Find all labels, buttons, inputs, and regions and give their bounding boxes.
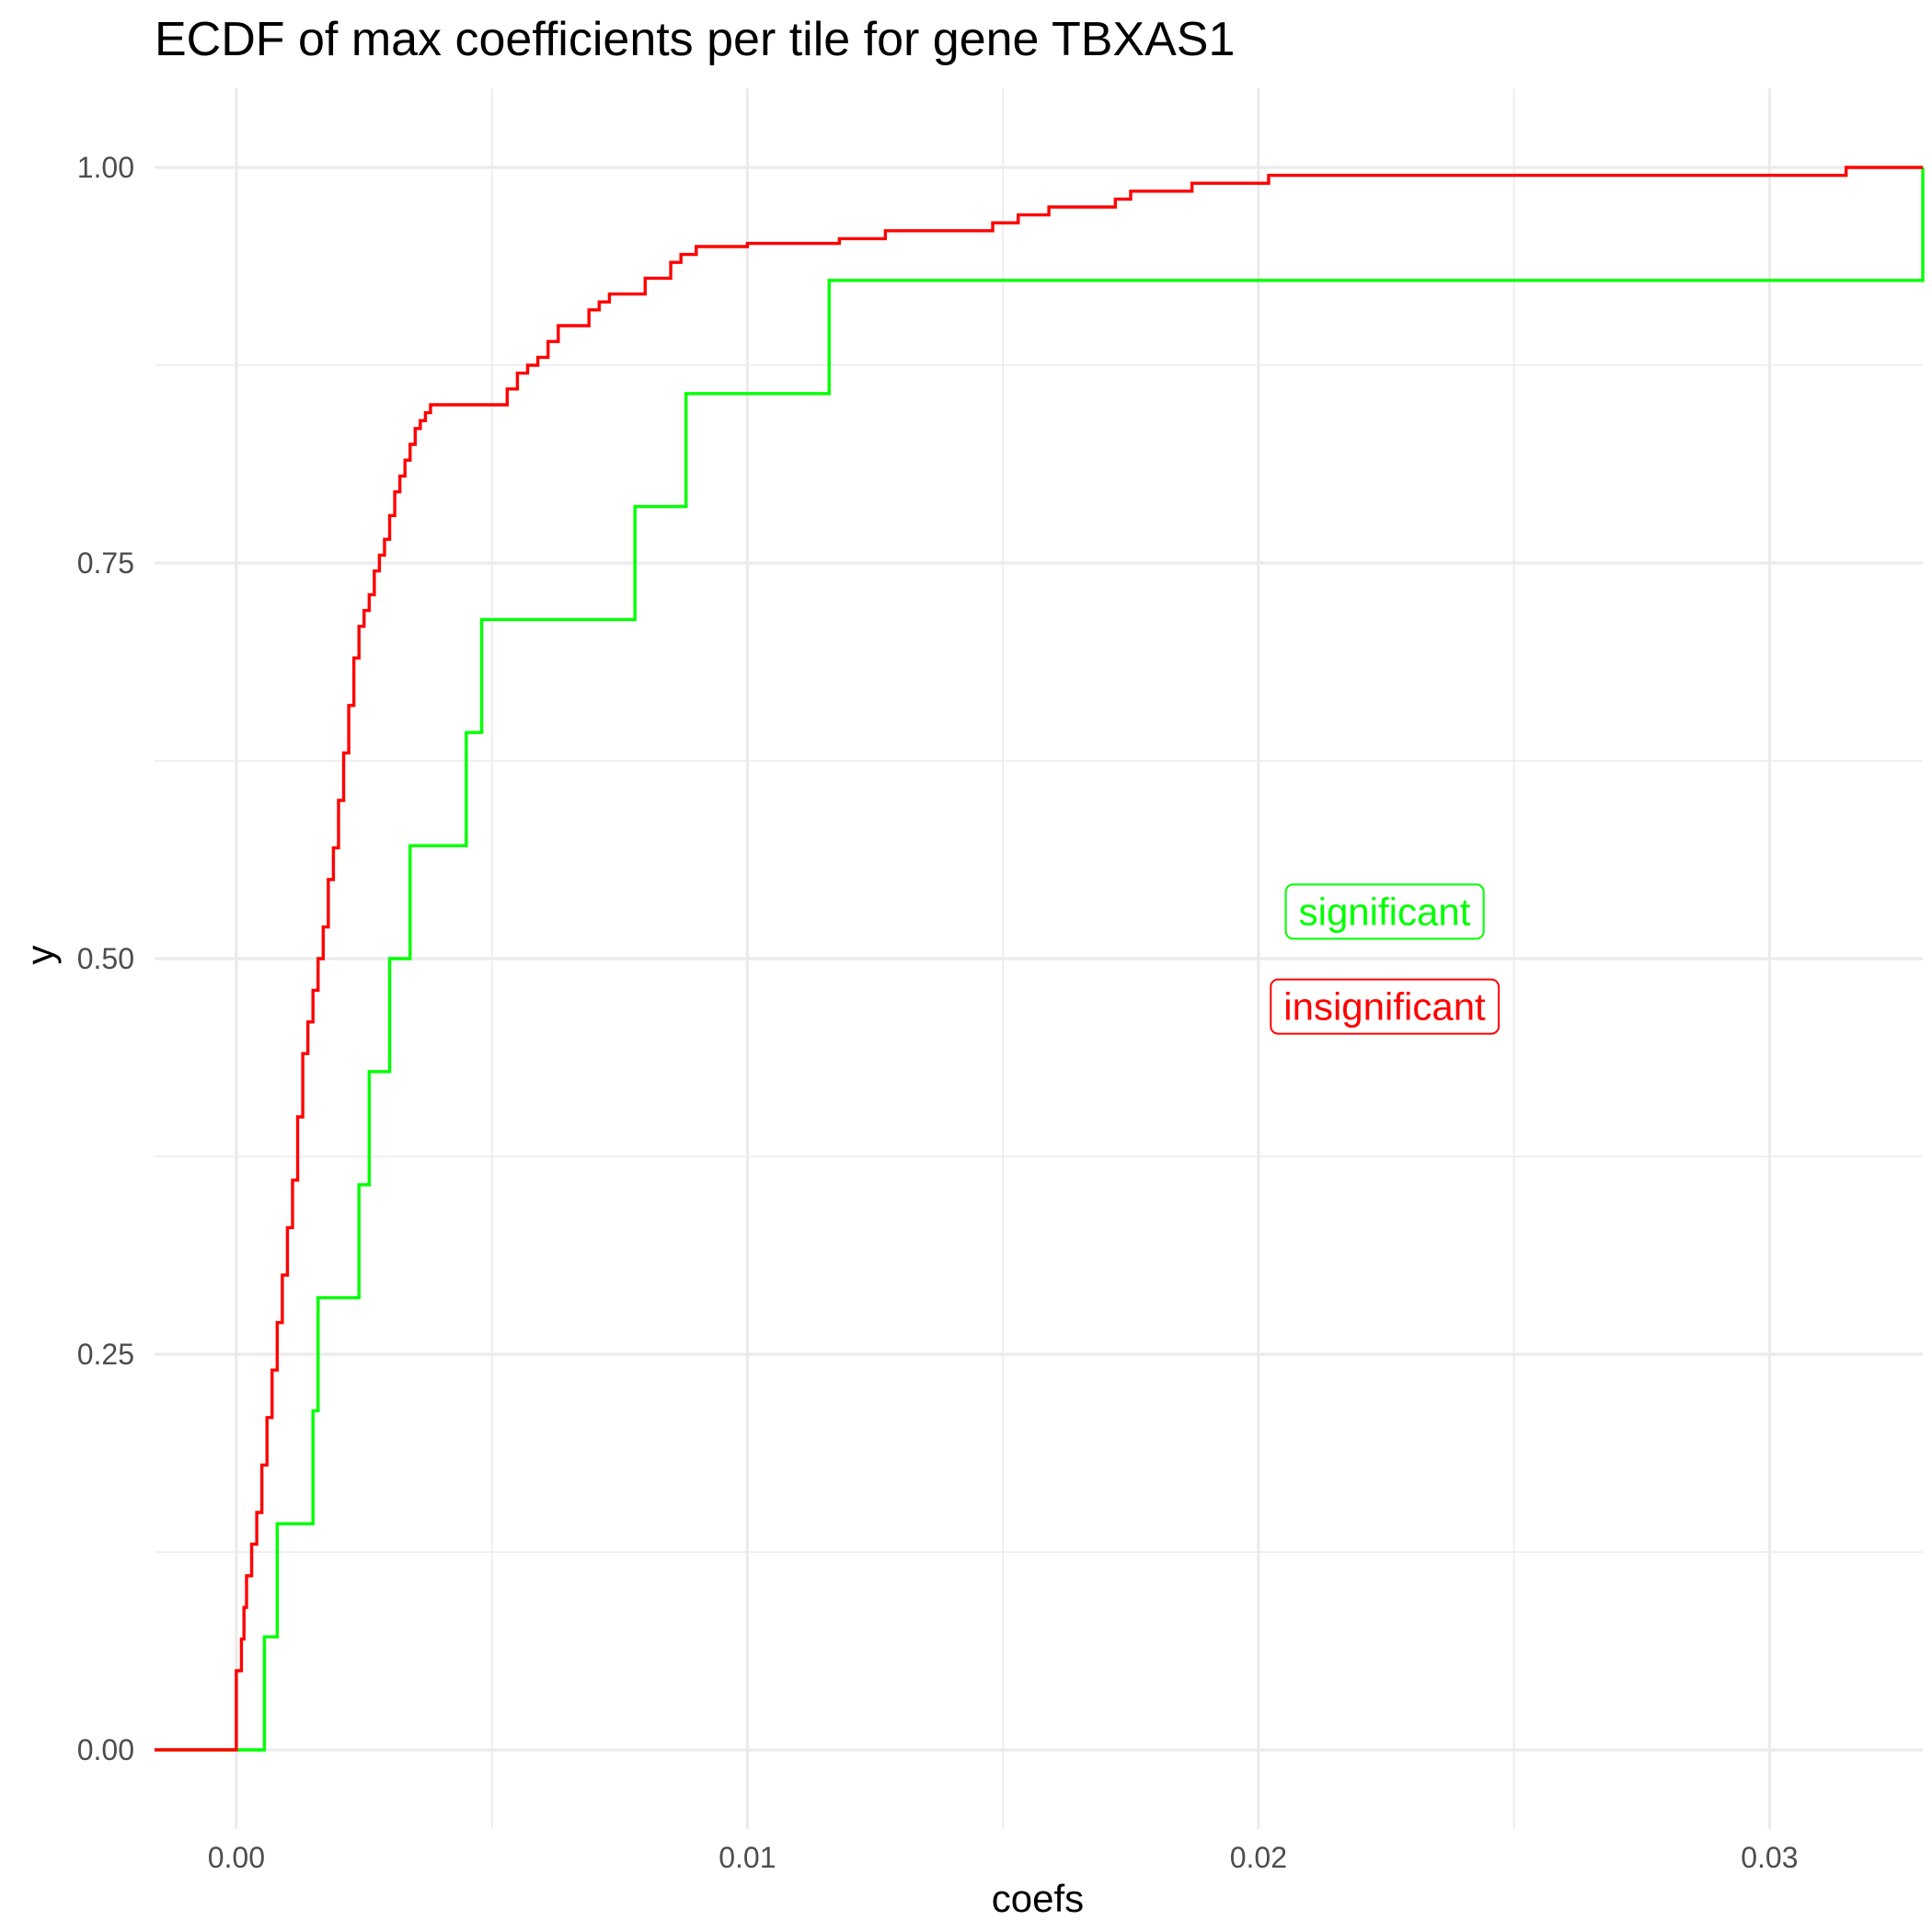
x-tick-label: 0.03: [1741, 1841, 1798, 1874]
series-layer: [155, 166, 1925, 1752]
legend-box: [1270, 978, 1501, 1035]
x-axis-ticks: 0.00 0.01 0.02 0.03: [208, 1841, 1799, 1874]
legend-label: significant: [1299, 890, 1471, 933]
y-axis-ticks: 0.00 0.25 0.50 0.75 1.00: [77, 151, 134, 1766]
legend-entry-significant: significant: [1284, 883, 1485, 940]
series-line-insignificant: [155, 166, 1923, 1752]
x-axis-title: coefs: [992, 1877, 1084, 1920]
legend: significant insignificant: [1270, 883, 1501, 1035]
legend-label: insignificant: [1283, 985, 1486, 1029]
y-tick-label: 0.50: [77, 942, 134, 975]
y-tick-label: 0.00: [77, 1733, 134, 1766]
x-tick-label: 0.02: [1230, 1841, 1287, 1874]
x-tick-label: 0.00: [208, 1841, 265, 1874]
y-tick-label: 0.25: [77, 1338, 134, 1371]
x-tick-label: 0.01: [719, 1841, 776, 1874]
chart-title: ECDF of max coefficients per tile for ge…: [155, 13, 1235, 66]
legend-entry-insignificant: insignificant: [1270, 978, 1501, 1035]
series-line-significant: [155, 167, 1925, 1752]
y-tick-label: 0.75: [77, 546, 134, 580]
y-tick-label: 1.00: [77, 151, 134, 184]
y-axis-title: y: [18, 946, 62, 965]
grid-major: [155, 88, 1923, 1829]
legend-box: [1284, 883, 1485, 940]
